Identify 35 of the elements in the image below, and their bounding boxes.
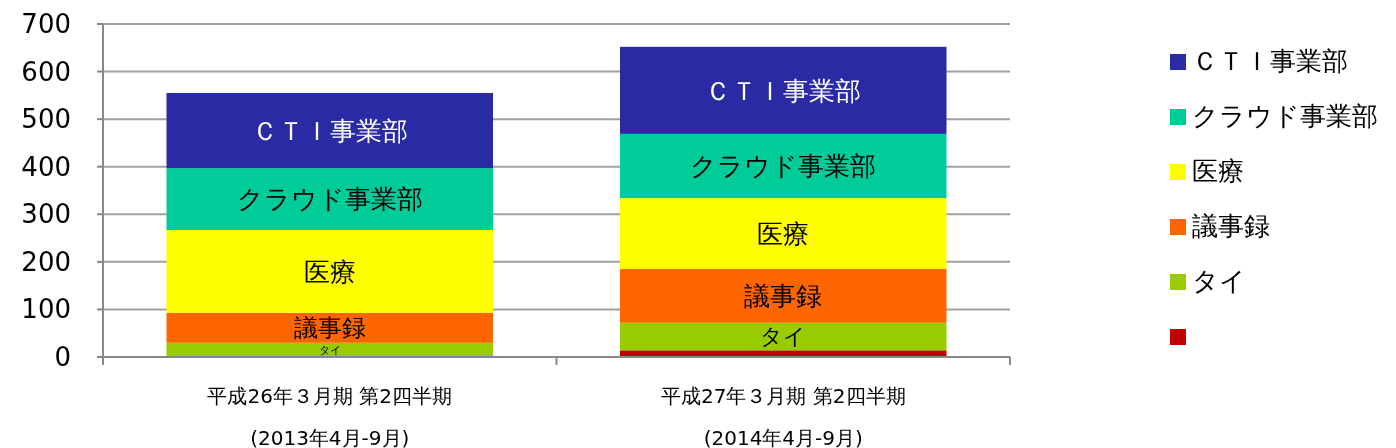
bar <box>166 229 494 313</box>
text: 医療 <box>757 218 810 249</box>
bar <box>619 133 947 199</box>
legend-label: ＣＴＩ事業部 <box>1192 46 1348 76</box>
y-tick-label: 100 <box>21 294 71 325</box>
y-tick-label: 200 <box>21 246 71 277</box>
bar <box>166 92 494 169</box>
legend-label: 医療 <box>1192 156 1244 186</box>
bar <box>619 350 947 357</box>
text: 議事録 <box>293 314 366 343</box>
y-tick-label: 500 <box>21 104 71 135</box>
text: 医療 <box>303 256 356 287</box>
y-tick-label: 300 <box>21 199 71 230</box>
bar <box>619 46 947 134</box>
x-tick-label: 平成27年３月期 第2四半期 (2014年4月-9月) <box>660 384 906 448</box>
bar <box>166 312 494 343</box>
y-tick-label: 400 <box>21 151 71 182</box>
text: 議事録 <box>744 281 823 312</box>
y-tick-label: 0 <box>54 342 71 372</box>
bar <box>619 198 947 269</box>
text: タイ <box>760 324 807 350</box>
bar <box>619 268 947 323</box>
text: クラウド事業部 <box>690 151 877 182</box>
y-tick-label: 700 <box>21 9 71 39</box>
legend-label: タイ <box>1192 266 1246 296</box>
text: ＣＴＩ事業部 <box>705 75 862 106</box>
legend-label: 議事録 <box>1192 211 1270 241</box>
y-tick-label: 600 <box>21 56 71 87</box>
bar <box>619 322 947 351</box>
text: タイ <box>318 342 341 357</box>
bar <box>166 168 494 230</box>
text: クラウド事業部 <box>236 184 423 215</box>
legend-label: クラウド事業部 <box>1192 101 1378 131</box>
x-tick-label: 平成26年３月期 第2四半期 (2013年4月-9月) <box>207 384 453 448</box>
text: ＣＴＩ事業部 <box>251 115 408 146</box>
